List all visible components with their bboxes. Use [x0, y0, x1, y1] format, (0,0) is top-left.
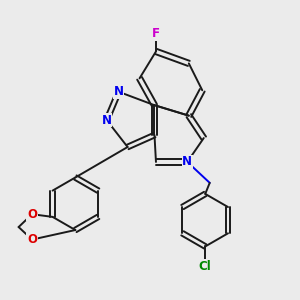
- Text: N: N: [102, 114, 112, 127]
- Text: N: N: [182, 155, 192, 168]
- Text: O: O: [27, 208, 37, 221]
- Text: O: O: [27, 233, 37, 246]
- Text: N: N: [114, 85, 124, 98]
- Text: F: F: [152, 27, 160, 40]
- Text: Cl: Cl: [199, 260, 211, 273]
